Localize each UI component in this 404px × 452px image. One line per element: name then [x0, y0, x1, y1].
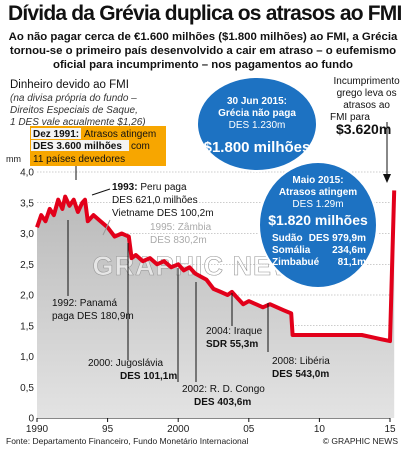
annotation-2008-label: 2008: Libéria: [272, 356, 330, 367]
y-axis-unit: mm: [6, 154, 21, 164]
debtor-name: Sudão: [272, 233, 303, 244]
annotation-1995-value: DES 830,2m: [150, 235, 207, 246]
svg-text:com: com: [131, 141, 150, 152]
arrow-head: [383, 174, 391, 183]
x-tick-label: 1990: [26, 424, 49, 435]
series-line-arrears: [35, 190, 397, 344]
x-tick-label: 15: [384, 424, 396, 435]
x-tick-label: 2000: [167, 424, 190, 435]
bubble-june-usd: $1.800 milhões: [204, 139, 311, 156]
y-tick-label: 1,0: [20, 352, 34, 363]
y-tick-label: 3,5: [20, 198, 34, 209]
y-tick-label: 4,0: [20, 168, 34, 179]
dec1991-value: DES 3.600 milhões: [33, 141, 122, 152]
y-tick-label: 2,0: [20, 291, 34, 302]
leader-lines: [67, 122, 388, 382]
chart-note-2: Direitos Especiais de Saque,: [10, 105, 138, 116]
page-subtitle: Ao não pagar cerca de €1.600 milhões ($1…: [8, 31, 398, 71]
chart-note-1: (na divisa própria do fundo –: [10, 93, 137, 104]
default-note: Incumprimento grego leva os atrasos ao F…: [330, 76, 402, 123]
bubble-may-line: Atrasos atingem: [279, 187, 357, 198]
bubble-june-2015: 30 Jun 2015: Grécia não paga DES 1.230m …: [196, 76, 318, 172]
x-axis-ticks: 1990 95 2000 05 10 15: [26, 418, 396, 435]
dec1991-extra: 11 países devedores: [33, 154, 125, 165]
debtor-name: Somália: [272, 245, 311, 256]
bubble-june-date: 30 Jun 2015:: [227, 96, 287, 107]
page-title: Dívida da Grévia duplica os atrasos ao F…: [8, 2, 402, 25]
annotation-1992-value: paga DES 180,9m: [52, 311, 134, 322]
annotation-1993-extra: Vietname DES 100,2m: [112, 208, 214, 219]
dec1991-label: Dez 1991:: [33, 129, 79, 140]
footer-source: Fonte: Departamento Financeiro, Fundo Mo…: [6, 436, 249, 446]
footer-credit: © GRAPHIC NEWS: [322, 436, 398, 446]
y-tick-label: 0: [28, 414, 34, 425]
x-tick-label: 10: [314, 424, 326, 435]
bubble-june-amount: DES 1.230m: [229, 120, 286, 131]
area-fill: [37, 190, 395, 418]
annotation-2000-value: DES 101,1m: [120, 371, 177, 382]
x-tick-label: 05: [243, 424, 255, 435]
bubble-may-amount: DES 1.29m: [292, 199, 343, 210]
annotation-2002-label: 2002: R. D. Congo: [182, 384, 265, 395]
chart-title: Dinheiro devido ao FMI: [10, 79, 129, 91]
chart-note-3: 1 DES vale acualmente $1,26): [10, 117, 146, 128]
y-tick-label: 0,5: [20, 383, 34, 394]
default-amount: $3.620m: [336, 121, 391, 137]
bubble-may-2015: Maio 2015: Atrasos atingem DES 1.29m $1.…: [258, 161, 378, 289]
bubble-may-date: Maio 2015:: [292, 175, 343, 186]
y-tick-label: 2,5: [20, 260, 34, 271]
debtor-value: 81,1m: [338, 257, 366, 268]
x-tick-label: 95: [102, 424, 114, 435]
y-tick-label: 1,5: [20, 321, 34, 332]
y-tick-label: 3,0: [20, 229, 34, 240]
annotation-2004-label: 2004: Iraque: [206, 326, 263, 337]
debtor-value: 234,6m: [332, 245, 366, 256]
annotation-1992-label: 1992: Panamá: [52, 298, 117, 309]
annotation-1993: DES 621,0 milhões: [112, 195, 198, 206]
annotation-2000-label: 2000: Jugoslávia: [88, 358, 163, 369]
annotation-1995-label: 1995: Zâmbia: [150, 222, 212, 233]
svg-text:1993: Peru paga: 1993: Peru paga: [112, 182, 187, 193]
dec1991-rest: Atrasos atingem: [84, 129, 156, 140]
bubble-may-usd: $1.820 milhões: [268, 212, 368, 228]
annotation-2008-value: DES 543,0m: [272, 369, 329, 380]
annotation-2002-value: DES 403,6m: [194, 397, 251, 408]
debtor-value: DES 979,9m: [309, 233, 366, 244]
y-axis-ticks: 0 0,5 1,0 1,5 2,0 2,5 3,0 3,5 4,0: [20, 168, 34, 425]
debtor-name: Zimbabué: [272, 257, 320, 268]
annotation-2004-value: SDR 55,3m: [206, 339, 258, 350]
bubble-june-line: Grécia não paga: [218, 108, 296, 119]
